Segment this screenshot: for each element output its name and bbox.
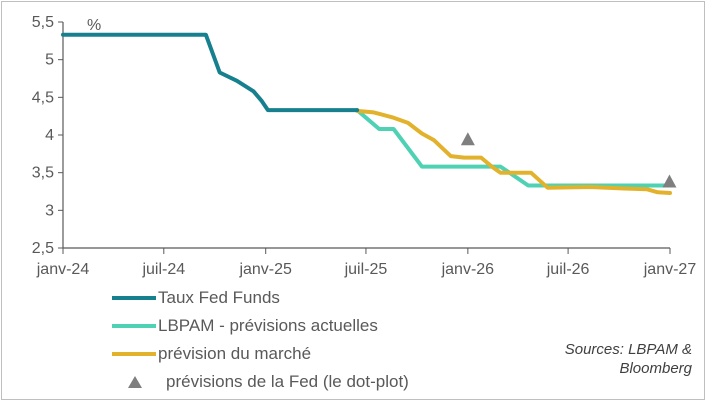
legend-label-market: prévision du marché (158, 344, 312, 363)
legend-label-dot-plot: prévisions de la Fed (le dot-plot) (166, 372, 409, 391)
series-line-market (355, 108, 672, 195)
axes: 2,5 3 3,5 4 4,5 5 5,5 janv-24 juil-24 janv-25 juil… (32, 14, 697, 278)
x-tick-label: janv-27 (643, 261, 697, 278)
legend-item-dot-plot: prévisions de la Fed (le dot-plot) (112, 370, 409, 394)
legend-item-market: prévision du marché (112, 342, 311, 366)
sources-line-1: Sources: LBPAM & (564, 341, 692, 358)
legend-item-lbpam: LBPAM - prévisions actuelles (112, 314, 378, 338)
y-tick-label: 2,5 (32, 240, 54, 257)
legend-swatch-fed-funds (112, 296, 156, 300)
x-tick-label: juil-24 (141, 261, 185, 278)
dot-plot-marker (662, 174, 677, 188)
x-tick-label: janv-26 (441, 261, 495, 278)
x-tick-label: janv-24 (36, 261, 90, 278)
legend-swatch-lbpam (112, 324, 156, 328)
dot-plot-marker (460, 132, 475, 146)
legend-label-fed-funds: Taux Fed Funds (158, 288, 280, 307)
legend-item-fed-funds: Taux Fed Funds (112, 286, 280, 310)
unit-label: % (87, 17, 102, 34)
y-tick-label: 3,5 (32, 165, 54, 182)
x-tick-label: juil-25 (344, 261, 388, 278)
y-tick-label: 5,5 (32, 14, 54, 31)
legend-swatch-market (112, 352, 156, 356)
y-tick-label: 5 (45, 52, 54, 69)
x-tick-label: janv-25 (238, 261, 292, 278)
sources-line-2: Bloomberg (619, 360, 692, 377)
marker-layer (460, 132, 677, 188)
x-tick-label: juil-26 (546, 261, 590, 278)
legend-label-lbpam: LBPAM - prévisions actuelles (158, 316, 378, 335)
y-tick-label: 3 (45, 202, 54, 219)
sources-note: Sources: LBPAM & Bloomberg (565, 340, 692, 378)
series-line-lbpam (355, 108, 672, 188)
y-tick-label: 4,5 (32, 89, 54, 106)
series-line-fed-funds (61, 32, 360, 113)
y-tick-label: 4 (45, 127, 54, 144)
series-layer (61, 32, 672, 195)
triangle-icon (128, 376, 142, 388)
